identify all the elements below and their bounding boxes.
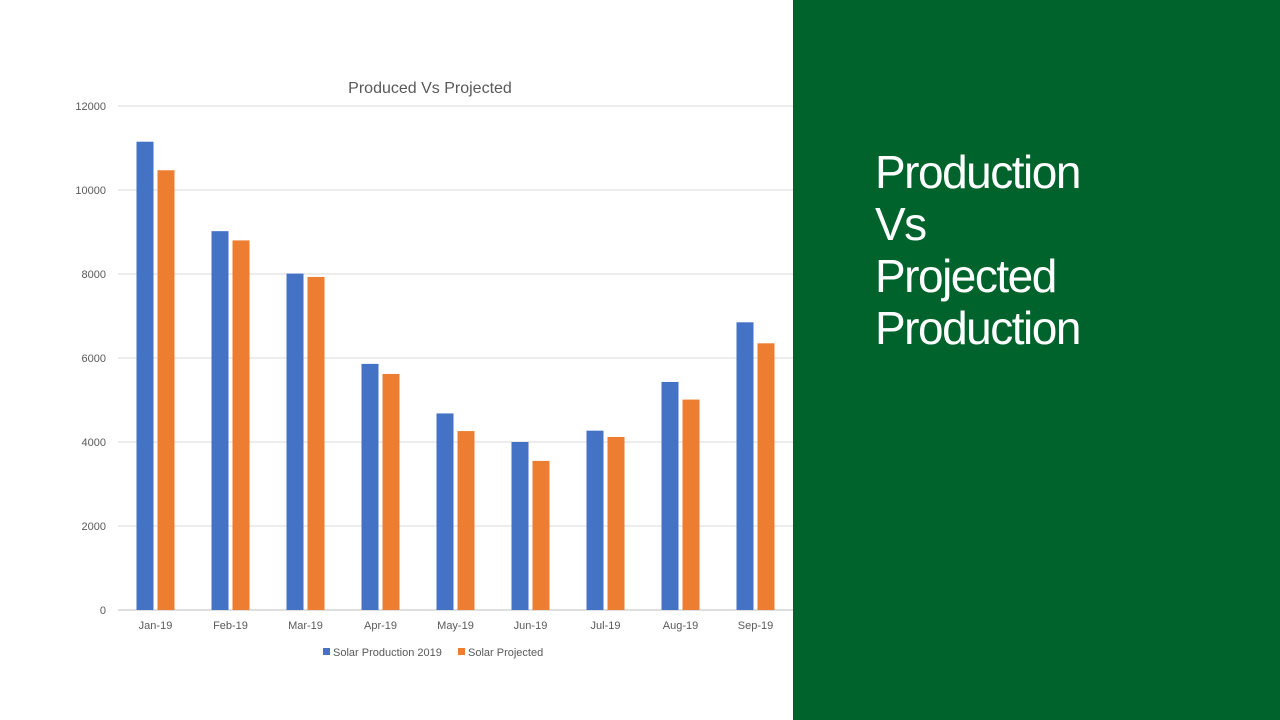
bar-solar-projected-feb-19 — [232, 240, 250, 610]
bar-solar-projected-sep-19 — [757, 343, 775, 610]
bar-solar-projected-jan-19 — [157, 170, 175, 610]
y-tick-label: 2000 — [82, 521, 106, 533]
bar-chart: Produced Vs Projected 0 2000 4000 6000 8000 1… — [75, 80, 793, 659]
x-tick-label: Sep-19 — [738, 620, 773, 632]
bar-solar-production-mar-19 — [286, 273, 304, 610]
bar-solar-projected-mar-19 — [307, 276, 325, 610]
bar-solar-production-sep-19 — [736, 322, 754, 610]
bar-solar-production-feb-19 — [211, 231, 229, 610]
x-tick-label: Feb-19 — [213, 620, 248, 632]
x-tick-label: Jun-19 — [514, 620, 548, 632]
legend-label: Solar Projected — [468, 647, 543, 659]
legend-swatch — [323, 648, 330, 655]
x-axis-ticks: Jan-19 Feb-19 Mar-19 Apr-19 May-19 Jun-19 Jul-… — [139, 620, 774, 632]
bar-solar-projected-jun-19 — [532, 460, 550, 610]
x-tick-label: Aug-19 — [663, 620, 698, 632]
bar-solar-production-jul-19 — [586, 430, 604, 610]
bar-solar-production-aug-19 — [661, 381, 679, 610]
gridlines — [118, 105, 793, 611]
y-tick-label: 6000 — [82, 353, 106, 365]
legend: Solar Production 2019 Solar Projected — [323, 647, 543, 659]
bar-solar-projected-jul-19 — [607, 436, 625, 610]
y-tick-label: 4000 — [82, 437, 106, 449]
x-tick-label: Jul-19 — [591, 620, 621, 632]
bar-solar-production-apr-19 — [361, 363, 379, 610]
y-tick-label: 8000 — [82, 269, 106, 281]
y-tick-label: 12000 — [75, 101, 106, 113]
y-tick-label: 0 — [100, 605, 106, 617]
slide-heading: Production Vs Projected Production — [875, 146, 1255, 354]
bar-solar-projected-may-19 — [457, 431, 475, 610]
x-tick-label: May-19 — [437, 620, 474, 632]
side-panel: Production Vs Projected Production — [793, 0, 1280, 720]
bar-solar-projected-aug-19 — [682, 399, 700, 610]
bar-solar-production-jun-19 — [511, 442, 529, 610]
x-tick-label: Apr-19 — [364, 620, 397, 632]
legend-label: Solar Production 2019 — [333, 647, 442, 659]
chart-title: Produced Vs Projected — [348, 80, 512, 97]
x-tick-label: Mar-19 — [288, 620, 323, 632]
y-axis-ticks: 0 2000 4000 6000 8000 10000 12000 — [75, 101, 106, 617]
bars — [136, 141, 775, 610]
chart-area: Produced Vs Projected 0 2000 4000 6000 8000 1… — [75, 80, 793, 659]
heading-line: Production — [875, 302, 1081, 354]
x-tick-label: Jan-19 — [139, 620, 173, 632]
bar-solar-projected-apr-19 — [382, 373, 400, 610]
bar-solar-production-jan-19 — [136, 141, 154, 610]
bar-solar-production-may-19 — [436, 413, 454, 610]
heading-line: Projected — [875, 250, 1057, 302]
heading-line: Vs — [875, 198, 927, 250]
legend-swatch — [458, 648, 465, 655]
heading-line: Production — [875, 146, 1081, 198]
y-tick-label: 10000 — [75, 185, 106, 197]
